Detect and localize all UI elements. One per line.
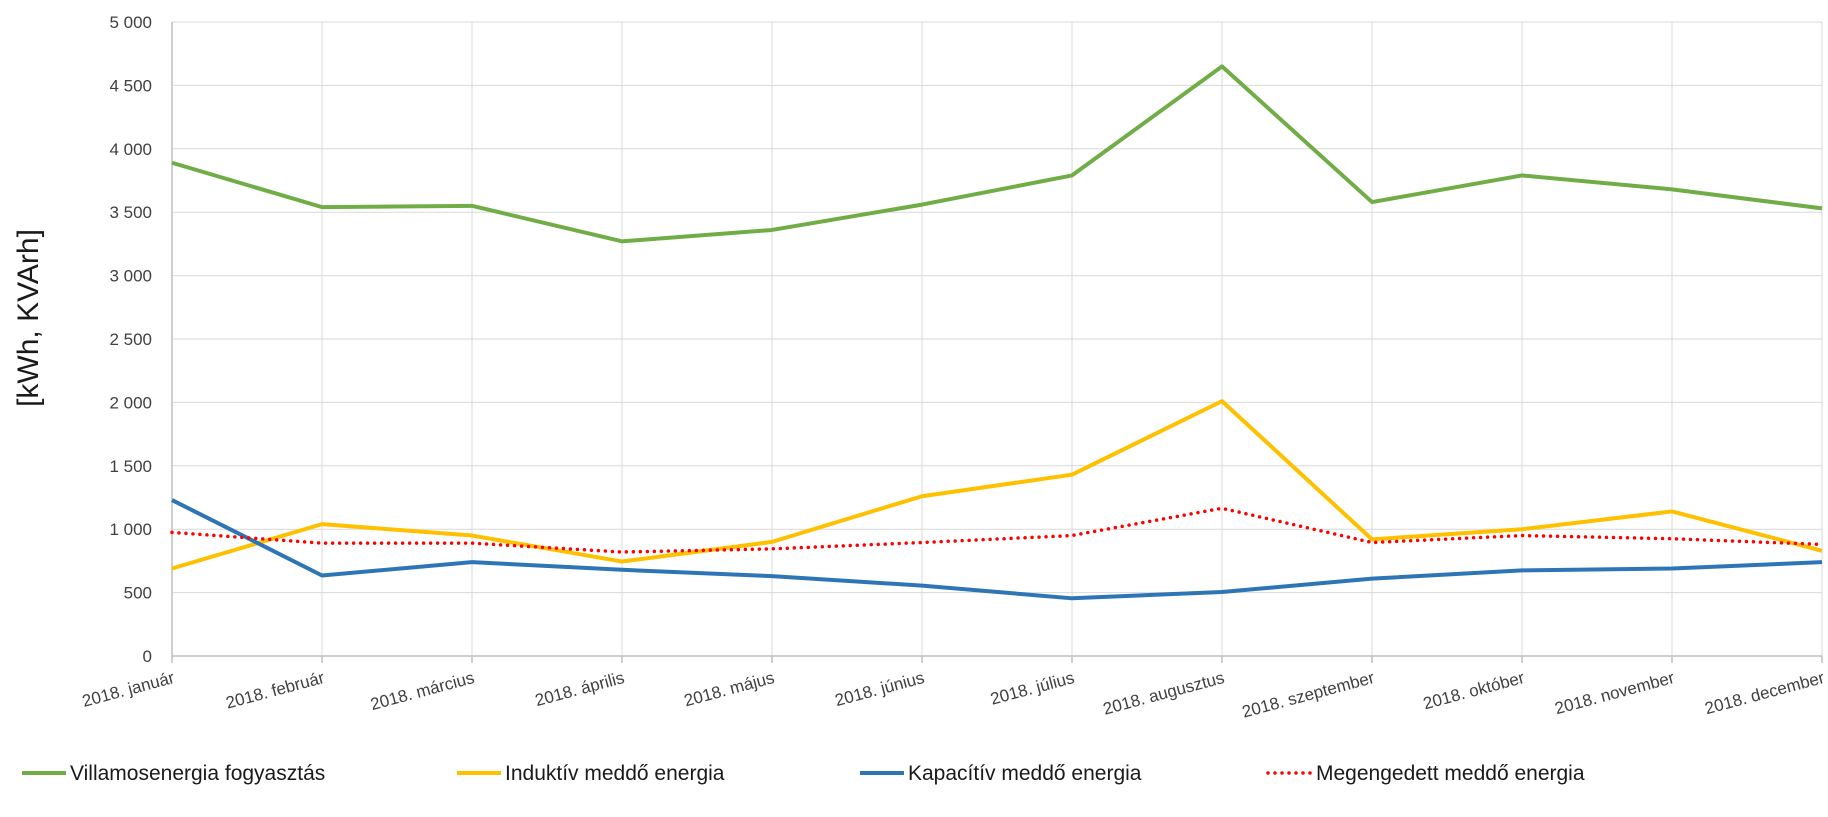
y-tick-label: 3 000 <box>109 267 152 286</box>
x-tick-label: 2018. július <box>988 668 1076 709</box>
y-axis-label: [kWh, KVArh] <box>12 229 45 407</box>
y-tick-label: 5 000 <box>109 13 152 32</box>
y-tick-label: 4 500 <box>109 76 152 95</box>
x-tick-label: 2018. február <box>224 668 327 713</box>
x-tick-label: 2018. október <box>1421 668 1527 713</box>
y-tick-label: 1 000 <box>109 520 152 539</box>
series-line-2 <box>171 399 1823 571</box>
y-tick-label: 2 000 <box>109 393 152 412</box>
legend-label-2: Induktív meddő energia <box>505 762 725 785</box>
x-tick-labels: 2018. január 2018. február 2018. március 20… <box>80 656 1827 722</box>
y-tick-label: 0 <box>143 647 152 666</box>
y-tick-label: 4 000 <box>109 140 152 159</box>
x-tick-label: 2018. április <box>533 668 626 710</box>
x-tick-label: 2018. november <box>1553 668 1677 718</box>
x-tick-label: 2018. december <box>1703 668 1827 718</box>
x-tick-label: 2018. január <box>80 668 177 711</box>
y-tick-label: 2 500 <box>109 330 152 349</box>
series-line-3 <box>171 498 1823 601</box>
y-tick-label: 500 <box>124 584 152 603</box>
series-line-1 <box>171 64 1823 244</box>
legend-label-3: Kapacítív meddő energia <box>908 762 1142 785</box>
y-tick-label: 3 500 <box>109 203 152 222</box>
y-tick-labels: 0 500 1 000 1 500 2 000 2 500 3 000 3 500 4 000 4… <box>109 13 152 666</box>
x-tick-label: 2018. március <box>368 668 476 714</box>
series-line-4 <box>170 506 1824 554</box>
y-tick-label: 1 500 <box>109 457 152 476</box>
axes <box>171 22 1822 657</box>
x-tick-label: 2018. június <box>833 668 926 710</box>
x-tick-label: 2018. szeptember <box>1240 668 1377 722</box>
legend-label-1: Villamosenergia fogyasztás <box>70 762 325 785</box>
legend-label-4: Megengedett meddő energia <box>1316 762 1585 785</box>
x-tick-label: 2018. május <box>682 668 776 710</box>
series-lines <box>170 64 1824 601</box>
grid <box>172 21 1823 657</box>
x-tick-label: 2018. augusztus <box>1101 668 1226 719</box>
legend: Villamosenergia fogyasztás Induktív meddő… <box>22 762 1585 785</box>
